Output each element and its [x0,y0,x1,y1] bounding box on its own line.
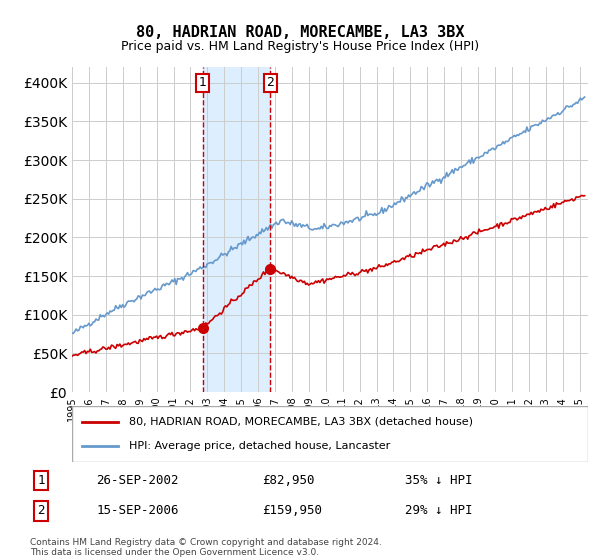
Text: 1: 1 [199,76,207,89]
Text: 1: 1 [37,474,45,487]
Text: 2: 2 [37,505,45,517]
Text: 29% ↓ HPI: 29% ↓ HPI [406,505,473,517]
Text: 15-SEP-2006: 15-SEP-2006 [96,505,179,517]
FancyBboxPatch shape [72,406,588,462]
Text: HPI: Average price, detached house, Lancaster: HPI: Average price, detached house, Lanc… [129,441,390,451]
Bar [203,67,270,392]
Text: 80, HADRIAN ROAD, MORECAMBE, LA3 3BX: 80, HADRIAN ROAD, MORECAMBE, LA3 3BX [136,25,464,40]
Text: Contains HM Land Registry data © Crown copyright and database right 2024.
This d: Contains HM Land Registry data © Crown c… [30,538,382,557]
Text: £82,950: £82,950 [262,474,314,487]
Text: 80, HADRIAN ROAD, MORECAMBE, LA3 3BX (detached house): 80, HADRIAN ROAD, MORECAMBE, LA3 3BX (de… [129,417,473,427]
Text: Price paid vs. HM Land Registry's House Price Index (HPI): Price paid vs. HM Land Registry's House … [121,40,479,53]
Text: £159,950: £159,950 [262,505,322,517]
Text: 35% ↓ HPI: 35% ↓ HPI [406,474,473,487]
Text: 2: 2 [266,76,274,89]
Text: 26-SEP-2002: 26-SEP-2002 [96,474,179,487]
